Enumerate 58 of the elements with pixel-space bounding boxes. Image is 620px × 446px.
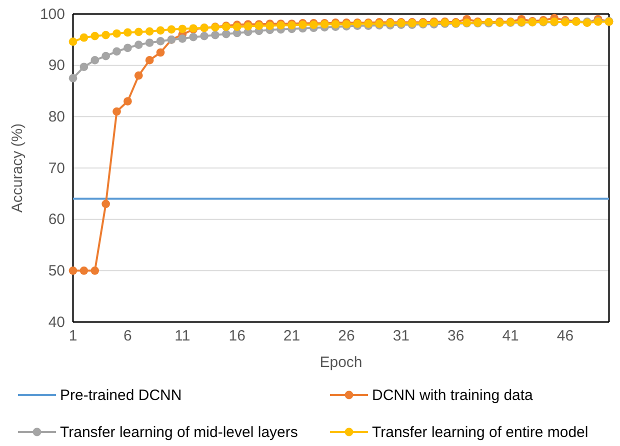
point bbox=[90, 266, 100, 275]
point bbox=[68, 266, 78, 275]
x-tick-label: 26 bbox=[338, 328, 355, 345]
x-axis-title: Epoch bbox=[320, 354, 362, 371]
point bbox=[124, 44, 132, 52]
point bbox=[124, 28, 132, 37]
point bbox=[68, 38, 78, 46]
x-tick-label: 46 bbox=[556, 328, 574, 345]
point bbox=[200, 32, 208, 40]
legend-label: DCNN with training data bbox=[372, 387, 534, 404]
point bbox=[112, 107, 121, 116]
y-tick-label: 80 bbox=[48, 108, 65, 126]
point bbox=[90, 32, 100, 40]
y-tick-label: 90 bbox=[48, 57, 65, 74]
y-tick-label: 60 bbox=[48, 211, 65, 228]
x-tick-label: 31 bbox=[392, 328, 410, 345]
point bbox=[68, 74, 78, 82]
point bbox=[80, 33, 88, 42]
point bbox=[102, 200, 110, 208]
point bbox=[112, 29, 121, 38]
point bbox=[232, 22, 242, 32]
point bbox=[167, 25, 176, 34]
x-tick-label: 6 bbox=[124, 328, 132, 345]
point bbox=[189, 32, 198, 42]
point bbox=[102, 52, 110, 60]
point bbox=[211, 30, 220, 40]
point bbox=[134, 71, 143, 80]
point bbox=[156, 37, 165, 46]
x-tick-label: 1 bbox=[68, 328, 78, 345]
point bbox=[145, 56, 154, 64]
x-tick-label: 41 bbox=[502, 328, 519, 345]
legend-label: Transfer learning of entire model bbox=[372, 424, 588, 441]
y-tick-label: 100 bbox=[40, 6, 65, 23]
x-tick-label: 11 bbox=[174, 328, 190, 345]
x-tick-label: 16 bbox=[228, 328, 246, 345]
x-tick-label: 36 bbox=[448, 328, 464, 345]
point bbox=[145, 27, 154, 36]
point bbox=[145, 38, 154, 47]
point bbox=[80, 62, 88, 72]
point bbox=[222, 30, 230, 38]
y-tick-label: 50 bbox=[48, 262, 65, 280]
point bbox=[90, 56, 100, 64]
point bbox=[134, 28, 143, 36]
point bbox=[156, 26, 165, 35]
point bbox=[124, 97, 132, 106]
legend-label: Transfer learning of mid-level layers bbox=[60, 424, 298, 441]
point bbox=[102, 30, 110, 40]
y-tick-label: 70 bbox=[48, 160, 65, 177]
point bbox=[156, 48, 165, 57]
point bbox=[178, 24, 187, 34]
point bbox=[134, 40, 143, 49]
point bbox=[80, 266, 88, 275]
legend-label: Pre-trained DCNN bbox=[60, 387, 182, 404]
point bbox=[112, 47, 121, 56]
y-tick-label: 40 bbox=[48, 314, 65, 331]
point bbox=[178, 34, 187, 43]
y-axis-title: Accuracy (%) bbox=[9, 123, 26, 213]
x-tick-label: 21 bbox=[283, 328, 300, 345]
